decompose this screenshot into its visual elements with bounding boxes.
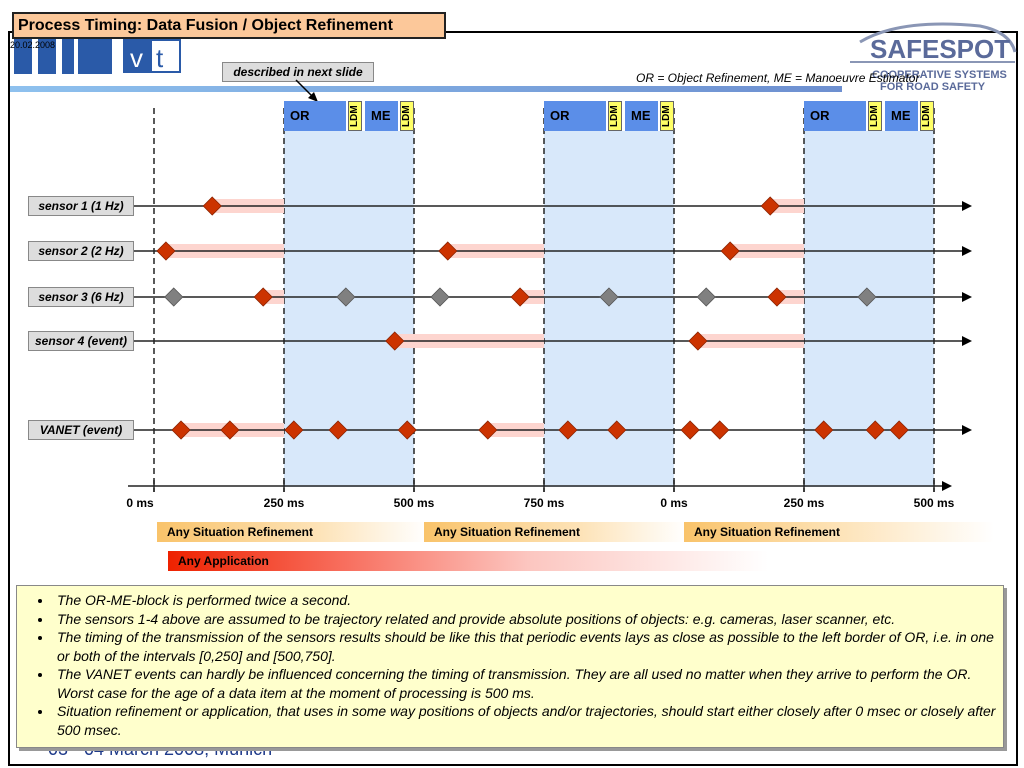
abbreviation-legend: OR = Object Refinement, ME = Manoeuvre E… xyxy=(636,71,920,85)
data-event-marker xyxy=(478,420,498,440)
or-block: OR xyxy=(284,101,346,131)
data-event-marker xyxy=(607,420,627,440)
data-event-marker xyxy=(710,420,730,440)
or-block: OR xyxy=(804,101,866,131)
data-event-marker xyxy=(680,420,700,440)
safespot-logo: SAFESPOT COOPERATIVE SYSTEMS FOR ROAD SA… xyxy=(850,22,1017,92)
row-label: VANET (event) xyxy=(28,420,134,440)
ldm-block: LDM xyxy=(920,101,934,131)
skipped-event-marker xyxy=(430,287,450,307)
axis-tick-label: 500 ms xyxy=(914,496,955,510)
arrow-head-icon xyxy=(962,292,972,302)
axis-tick-label: 0 ms xyxy=(126,496,154,510)
skipped-event-marker xyxy=(336,287,356,307)
note-5: Situation refinement or application, tha… xyxy=(53,702,1003,739)
row-label: sensor 2 (2 Hz) xyxy=(28,241,134,261)
slide-date: 20.02.2008 xyxy=(10,40,56,50)
data-event-marker xyxy=(558,420,578,440)
row-label: sensor 4 (event) xyxy=(28,331,134,351)
data-event-marker xyxy=(865,420,885,440)
axis-tick-label: 500 ms xyxy=(394,496,435,510)
svg-text:COOPERATIVE SYSTEMS: COOPERATIVE SYSTEMS xyxy=(872,69,1007,81)
axis-arrow-icon xyxy=(942,481,952,491)
timing-diagram: 0 ms 250 ms 500 ms 750 ms 0 ms 250 ms 500 ms xyxy=(126,79,972,510)
data-event-marker xyxy=(328,420,348,440)
situation-refinement-bar-1: Any Situation Refinement xyxy=(157,522,427,542)
data-event-marker xyxy=(814,420,834,440)
note-3: The timing of the transmission of the se… xyxy=(53,628,1003,665)
me-block: ME xyxy=(625,101,658,131)
situation-refinement-bar-3: Any Situation Refinement xyxy=(684,522,994,542)
row-label: sensor 3 (6 Hz) xyxy=(28,287,134,307)
data-event-marker xyxy=(720,241,740,261)
data-event-marker xyxy=(397,420,417,440)
arrow-head-icon xyxy=(962,425,972,435)
header-rule xyxy=(10,86,842,92)
data-event-marker xyxy=(171,420,191,440)
note-4: The VANET events can hardly be influence… xyxy=(53,665,1003,702)
data-event-marker xyxy=(156,241,176,261)
arrow-head-icon xyxy=(962,336,972,346)
ldm-block: LDM xyxy=(400,101,414,131)
data-event-marker xyxy=(767,287,787,307)
note-2: The sensors 1-4 above are assumed to be … xyxy=(53,610,1003,629)
skipped-event-marker xyxy=(857,287,877,307)
axis-tick-label: 250 ms xyxy=(784,496,825,510)
axis-tick-label: 0 ms xyxy=(660,496,688,510)
data-event-marker xyxy=(253,287,273,307)
svg-text:v: v xyxy=(130,43,143,73)
data-event-marker xyxy=(202,196,222,216)
axis-tick-label: 250 ms xyxy=(264,496,305,510)
slide-title: Process Timing: Data Fusion / Object Ref… xyxy=(12,12,446,39)
skipped-event-marker xyxy=(599,287,619,307)
data-event-marker xyxy=(688,331,708,351)
me-block: ME xyxy=(885,101,918,131)
or-block: OR xyxy=(544,101,606,131)
svg-text:FOR ROAD SAFETY: FOR ROAD SAFETY xyxy=(880,81,986,92)
slide-frame xyxy=(8,31,1018,766)
data-event-marker xyxy=(889,420,909,440)
ldm-block: LDM xyxy=(660,101,674,131)
ldm-block: LDM xyxy=(608,101,622,131)
svg-text:t: t xyxy=(156,43,164,73)
data-event-marker xyxy=(760,196,780,216)
data-event-marker xyxy=(284,420,304,440)
any-application-bar: Any Application xyxy=(168,551,768,571)
situation-refinement-bar-2: Any Situation Refinement xyxy=(424,522,686,542)
notes-box: The OR-ME-block is performed twice a sec… xyxy=(16,585,1004,748)
svg-text:SAFESPOT: SAFESPOT xyxy=(870,34,1010,64)
arrow-head-icon xyxy=(962,246,972,256)
callout-described-next-slide: described in next slide xyxy=(222,62,374,82)
data-event-marker xyxy=(438,241,458,261)
data-event-marker xyxy=(220,420,240,440)
axis-tick-label: 750 ms xyxy=(524,496,565,510)
or-me-region-1 xyxy=(284,131,414,487)
skipped-event-marker xyxy=(696,287,716,307)
row-label: sensor 1 (1 Hz) xyxy=(28,196,134,216)
data-event-marker xyxy=(385,331,405,351)
note-1: The OR-ME-block is performed twice a sec… xyxy=(53,591,1003,610)
arrow-head-icon xyxy=(962,201,972,211)
data-event-marker xyxy=(510,287,530,307)
me-block: ME xyxy=(365,101,398,131)
ldm-block: LDM xyxy=(348,101,362,131)
callout-arrow-icon xyxy=(308,92,318,102)
skipped-event-marker xyxy=(164,287,184,307)
ldm-block: LDM xyxy=(868,101,882,131)
